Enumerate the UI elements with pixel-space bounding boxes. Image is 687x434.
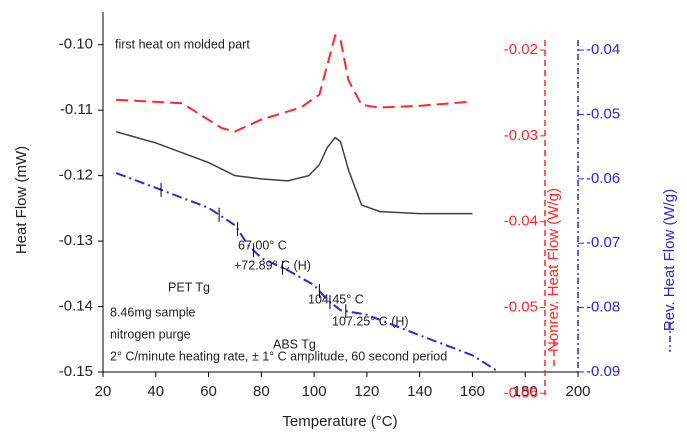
y-tick-label: -0.15 <box>59 363 93 380</box>
annotation: 104.45° C <box>308 292 364 306</box>
annotation: ABS Tg <box>273 337 316 351</box>
series-line <box>116 33 473 133</box>
y2-tick-label: -0.02 <box>504 41 538 58</box>
y3-axis-label: Rev. Heat Flow (W/g) <box>661 189 678 331</box>
y3-tick-label: -0.07 <box>586 234 620 251</box>
annotation: 8.46mg sample <box>110 305 196 319</box>
annotation: nitrogen purge <box>110 327 191 341</box>
x-tick-label: 200 <box>565 383 590 400</box>
x-tick-label: 100 <box>302 383 327 400</box>
x-tick-label: 160 <box>460 383 485 400</box>
y-tick-label: -0.14 <box>59 298 93 315</box>
x-tick-label: 180 <box>513 383 538 400</box>
y3-tick-label: -0.05 <box>586 105 620 122</box>
y2-tick-label: -0.06 <box>504 384 538 401</box>
y-tick-label: -0.13 <box>59 232 93 249</box>
annotation: +72.89° C (H) <box>234 258 311 272</box>
y3-tick-label: -0.06 <box>586 170 620 187</box>
annotation: 2° C/minute heating rate, ± 1° C amplitu… <box>110 349 447 363</box>
y2-axis-label: Nonrev. Heat Flow (W/g) <box>545 188 562 352</box>
x-tick-label: 80 <box>253 383 270 400</box>
series-line <box>115 131 473 215</box>
annotation: 67.00° C <box>238 238 287 252</box>
x-tick-label: 60 <box>200 383 217 400</box>
y-tick-label: -0.11 <box>60 101 93 118</box>
y3-tick-label: -0.04 <box>586 41 620 58</box>
y3-tick-label: -0.08 <box>586 299 620 316</box>
series-line <box>115 172 500 373</box>
annotation: 107.25° C (H) <box>332 314 409 328</box>
x-tick-label: 40 <box>147 383 164 400</box>
x-tick-label: 140 <box>407 383 432 400</box>
y2-tick-label: -0.03 <box>504 127 538 144</box>
annotation: PET Tg <box>168 280 210 294</box>
x-tick-label: 120 <box>354 383 379 400</box>
y-tick-label: -0.10 <box>59 36 93 53</box>
y2-tick-label: -0.05 <box>504 298 538 315</box>
y-axis-label: Heat Flow (mW) <box>13 146 30 254</box>
x-axis-label: Temperature (°C) <box>282 413 397 430</box>
y-tick-label: -0.12 <box>59 167 93 184</box>
annotation: first heat on molded part <box>115 37 250 51</box>
x-tick-label: 20 <box>95 383 112 400</box>
y3-tick-label: -0.09 <box>586 363 620 380</box>
y2-tick-label: -0.04 <box>504 213 538 230</box>
